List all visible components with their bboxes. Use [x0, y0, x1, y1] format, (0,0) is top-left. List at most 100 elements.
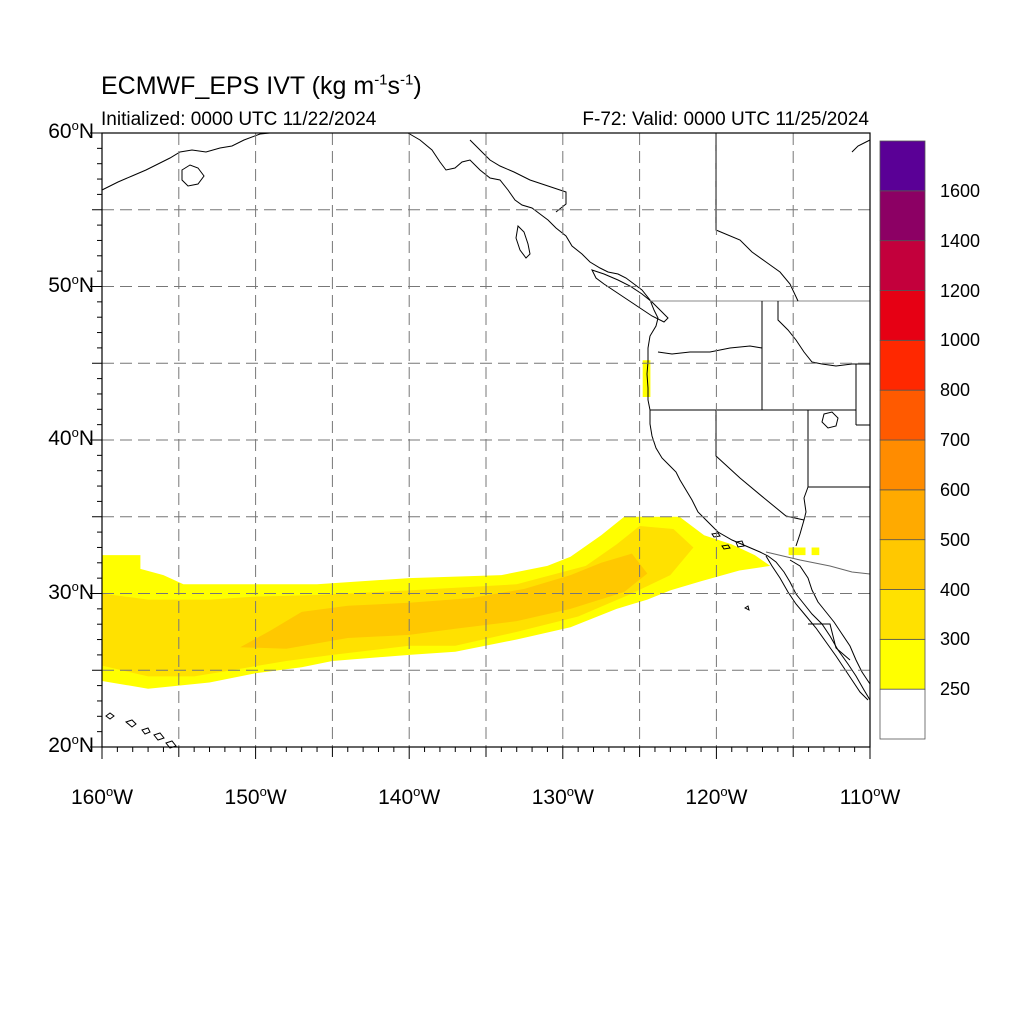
lat-direction: N	[78, 273, 94, 297]
lat-direction: N	[78, 427, 94, 450]
colorbar-label: 1600	[940, 180, 981, 201]
valid-time-label: F-72: Valid: 0000 UTC 11/25/2024	[582, 109, 869, 130]
colorbar-box	[879, 539, 926, 590]
colorbar-label: 400	[940, 579, 971, 600]
lon-direction: W	[266, 786, 287, 809]
title-close: )	[413, 72, 422, 100]
map-title: ECMWF_EPS IVT (kg m-1s-1)	[101, 70, 422, 102]
ivt-band-250	[811, 547, 820, 556]
ivt-band-400	[240, 553, 648, 649]
lon-direction: W	[727, 786, 748, 809]
lon-number: 140	[378, 786, 414, 809]
degree-symbol: o	[71, 118, 79, 133]
colorbar-label: 1400	[940, 230, 981, 251]
nevada-california-border	[715, 410, 805, 521]
ivt-band-250	[788, 547, 806, 556]
lat-direction: N	[78, 580, 94, 604]
title-unit-s: s	[387, 72, 401, 100]
colorbar-box	[879, 439, 926, 491]
us-mexico-border	[765, 551, 871, 575]
degree-symbol: o	[71, 732, 79, 747]
lat-number: 60	[48, 120, 72, 143]
lat-number: 30	[48, 580, 72, 604]
title-exponent-s: -1	[400, 71, 414, 89]
degree-symbol: o	[71, 271, 79, 287]
title-text: ECMWF_EPS IVT (kg m	[101, 72, 375, 100]
lon-direction: W	[880, 786, 901, 809]
lon-label-140: 140oW	[378, 784, 441, 810]
lat-direction: N	[78, 120, 94, 143]
colorbar-label: 800	[940, 380, 971, 401]
lon-number: 160	[70, 786, 106, 809]
arizona-nevada-border	[795, 486, 809, 547]
degree-symbol: o	[720, 784, 728, 799]
lat-label-30: 30oN	[48, 578, 94, 605]
washington-oregon-border	[657, 301, 763, 355]
lat-label-60: 60oN	[48, 118, 94, 144]
alaska-coastline-west	[101, 132, 271, 191]
colorbar-box	[879, 339, 926, 391]
degree-symbol: o	[71, 578, 79, 594]
graticule-layer	[102, 133, 870, 747]
colorbar-box	[879, 389, 926, 441]
lat-direction: N	[78, 734, 94, 757]
colorbar-label: 700	[940, 430, 971, 450]
idaho-border	[777, 301, 857, 410]
lon-direction: W	[420, 786, 441, 809]
colorbar-box	[879, 240, 926, 291]
colorbar-box	[879, 489, 926, 541]
init-time-label: Initialized: 0000 UTC 11/22/2024	[101, 109, 377, 130]
degree-symbol: o	[413, 784, 421, 799]
colorbar-box	[879, 688, 926, 740]
montana-idaho-line	[761, 301, 870, 488]
title-exponent-m: -1	[374, 71, 388, 89]
colorbar	[879, 140, 926, 740]
map-frame-layer	[90, 132, 871, 759]
vancouver-island	[591, 269, 669, 323]
colorbar-label: 250	[940, 679, 971, 700]
colorbar-label: 300	[940, 629, 971, 650]
lon-direction: W	[113, 786, 134, 809]
great-salt-lake	[821, 411, 839, 429]
degree-symbol: o	[259, 784, 267, 799]
ivt-shading-layer	[102, 360, 820, 689]
coastline-layer	[101, 132, 871, 749]
lat-label-50: 50oN	[48, 271, 94, 298]
canada-alaska-border	[469, 139, 567, 213]
mexico-state-border	[808, 623, 851, 661]
degree-symbol: o	[873, 784, 881, 799]
alberta-bc-border	[715, 133, 799, 302]
colorbar-box	[879, 140, 926, 192]
north-america-coastline	[407, 132, 871, 701]
colorbar-label: 600	[940, 479, 971, 500]
far-east-coastline	[851, 139, 871, 153]
lat-label-20: 20oN	[48, 732, 94, 758]
lon-number: 120	[685, 786, 721, 809]
haida-gwaii	[515, 224, 531, 259]
degree-symbol: o	[105, 784, 114, 799]
lon-number: 110	[839, 786, 874, 809]
colorbar-label: 1000	[940, 330, 981, 351]
lon-label-130: 130oW	[532, 784, 594, 810]
colorbar-box	[879, 290, 926, 341]
colorbar-box	[879, 589, 926, 640]
lon-label-150: 150oW	[224, 784, 287, 810]
lon-label-160: 160oW	[70, 784, 134, 810]
hawaii-islands	[105, 712, 177, 749]
wyoming-box	[855, 363, 870, 426]
degree-symbol: o	[566, 784, 575, 799]
colorbar-box	[879, 638, 926, 690]
colorbar-box	[879, 190, 926, 242]
lon-label-110: 110oW	[839, 784, 901, 810]
lon-number: 150	[224, 786, 260, 809]
degree-symbol: o	[71, 425, 79, 440]
lon-direction: W	[574, 786, 594, 809]
ivt-band-250	[642, 360, 651, 397]
ivt-band-300	[102, 526, 694, 677]
colorbar-label: 500	[940, 529, 971, 550]
lon-label-120: 120oW	[685, 784, 748, 810]
colorbar-label: 1200	[940, 280, 981, 301]
lat-label-40: 40oN	[48, 425, 94, 451]
lat-number: 20	[48, 734, 72, 757]
